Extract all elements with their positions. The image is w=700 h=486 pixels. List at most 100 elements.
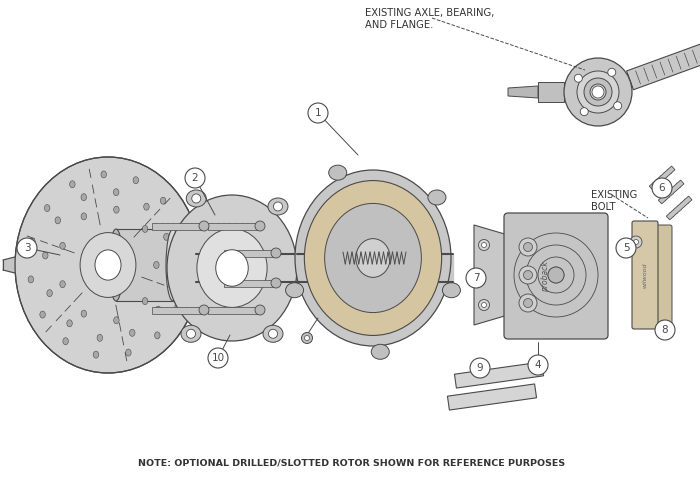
Bar [208, 307, 260, 313]
Ellipse shape [95, 250, 121, 280]
Circle shape [619, 242, 631, 254]
Ellipse shape [144, 203, 149, 210]
Ellipse shape [519, 238, 537, 256]
Circle shape [255, 305, 265, 315]
Ellipse shape [81, 310, 87, 317]
Text: wilwood: wilwood [643, 262, 648, 288]
Text: EXISTING AXLE, BEARING,
AND FLANGE.: EXISTING AXLE, BEARING, AND FLANGE. [365, 8, 494, 31]
Circle shape [592, 86, 604, 98]
Ellipse shape [40, 311, 46, 318]
Text: 3: 3 [24, 243, 30, 253]
Ellipse shape [63, 338, 69, 345]
Ellipse shape [142, 297, 148, 305]
Text: 9: 9 [477, 363, 483, 373]
Circle shape [655, 320, 675, 340]
Text: EXISTING
BOLT: EXISTING BOLT [591, 190, 638, 212]
Ellipse shape [130, 330, 135, 336]
Circle shape [608, 69, 616, 76]
Ellipse shape [519, 266, 537, 284]
Circle shape [470, 358, 490, 378]
Text: 1: 1 [315, 108, 321, 118]
Text: EXISTING NUT: EXISTING NUT [318, 310, 388, 320]
Ellipse shape [97, 334, 103, 341]
Circle shape [308, 103, 328, 123]
Circle shape [255, 221, 265, 231]
Circle shape [274, 202, 283, 211]
Circle shape [199, 221, 209, 231]
Ellipse shape [564, 58, 632, 126]
Bar [208, 223, 260, 229]
Ellipse shape [47, 290, 52, 296]
Ellipse shape [371, 344, 389, 359]
Ellipse shape [69, 181, 75, 188]
Ellipse shape [295, 170, 451, 346]
Circle shape [622, 245, 627, 250]
Circle shape [479, 240, 489, 250]
Ellipse shape [29, 238, 35, 245]
Ellipse shape [175, 302, 181, 310]
Circle shape [652, 178, 672, 198]
Circle shape [17, 238, 37, 258]
Bar [152, 307, 204, 313]
Ellipse shape [167, 195, 297, 341]
Ellipse shape [302, 332, 312, 344]
Polygon shape [650, 166, 675, 190]
Circle shape [466, 268, 486, 288]
Bar [116, 229, 173, 301]
Ellipse shape [329, 165, 346, 180]
Ellipse shape [60, 243, 65, 249]
Circle shape [548, 267, 564, 283]
Ellipse shape [524, 243, 533, 251]
Ellipse shape [109, 229, 123, 301]
Ellipse shape [577, 71, 619, 113]
Ellipse shape [181, 325, 201, 342]
Ellipse shape [44, 205, 50, 211]
Polygon shape [508, 86, 538, 98]
Text: 4: 4 [535, 360, 541, 370]
Polygon shape [196, 254, 297, 282]
Bar [224, 249, 276, 257]
Ellipse shape [142, 226, 148, 232]
Polygon shape [297, 254, 453, 282]
Ellipse shape [153, 261, 159, 268]
Ellipse shape [15, 157, 201, 373]
Circle shape [199, 305, 209, 315]
Ellipse shape [113, 317, 119, 324]
FancyBboxPatch shape [504, 213, 608, 339]
Ellipse shape [325, 204, 421, 312]
Polygon shape [3, 257, 15, 273]
Ellipse shape [93, 351, 99, 358]
Ellipse shape [442, 283, 461, 298]
Text: 7: 7 [473, 273, 480, 283]
Polygon shape [447, 384, 536, 410]
Ellipse shape [113, 189, 119, 196]
Text: 2: 2 [192, 173, 198, 183]
Text: 5: 5 [623, 243, 629, 253]
Circle shape [528, 355, 548, 375]
Circle shape [186, 330, 195, 338]
Text: 6: 6 [659, 183, 665, 193]
Ellipse shape [81, 194, 87, 201]
Polygon shape [626, 38, 700, 90]
Polygon shape [658, 180, 684, 204]
Text: NOTE: OPTIONAL DRILLED/SLOTTED ROTOR SHOWN FOR REFERENCE PURPOSES: NOTE: OPTIONAL DRILLED/SLOTTED ROTOR SHO… [139, 458, 566, 467]
Polygon shape [474, 225, 508, 325]
Polygon shape [666, 196, 692, 220]
Ellipse shape [66, 320, 72, 327]
Ellipse shape [178, 229, 183, 236]
Circle shape [269, 330, 277, 338]
Circle shape [271, 278, 281, 288]
Ellipse shape [304, 335, 309, 341]
Ellipse shape [183, 266, 189, 273]
FancyBboxPatch shape [632, 221, 658, 329]
FancyBboxPatch shape [650, 225, 672, 325]
Ellipse shape [155, 332, 160, 339]
Ellipse shape [43, 252, 48, 259]
Circle shape [580, 108, 588, 116]
Ellipse shape [519, 294, 537, 312]
Ellipse shape [81, 213, 87, 220]
Circle shape [208, 348, 228, 368]
Ellipse shape [80, 233, 136, 297]
Circle shape [271, 248, 281, 258]
Text: 8: 8 [662, 325, 668, 335]
